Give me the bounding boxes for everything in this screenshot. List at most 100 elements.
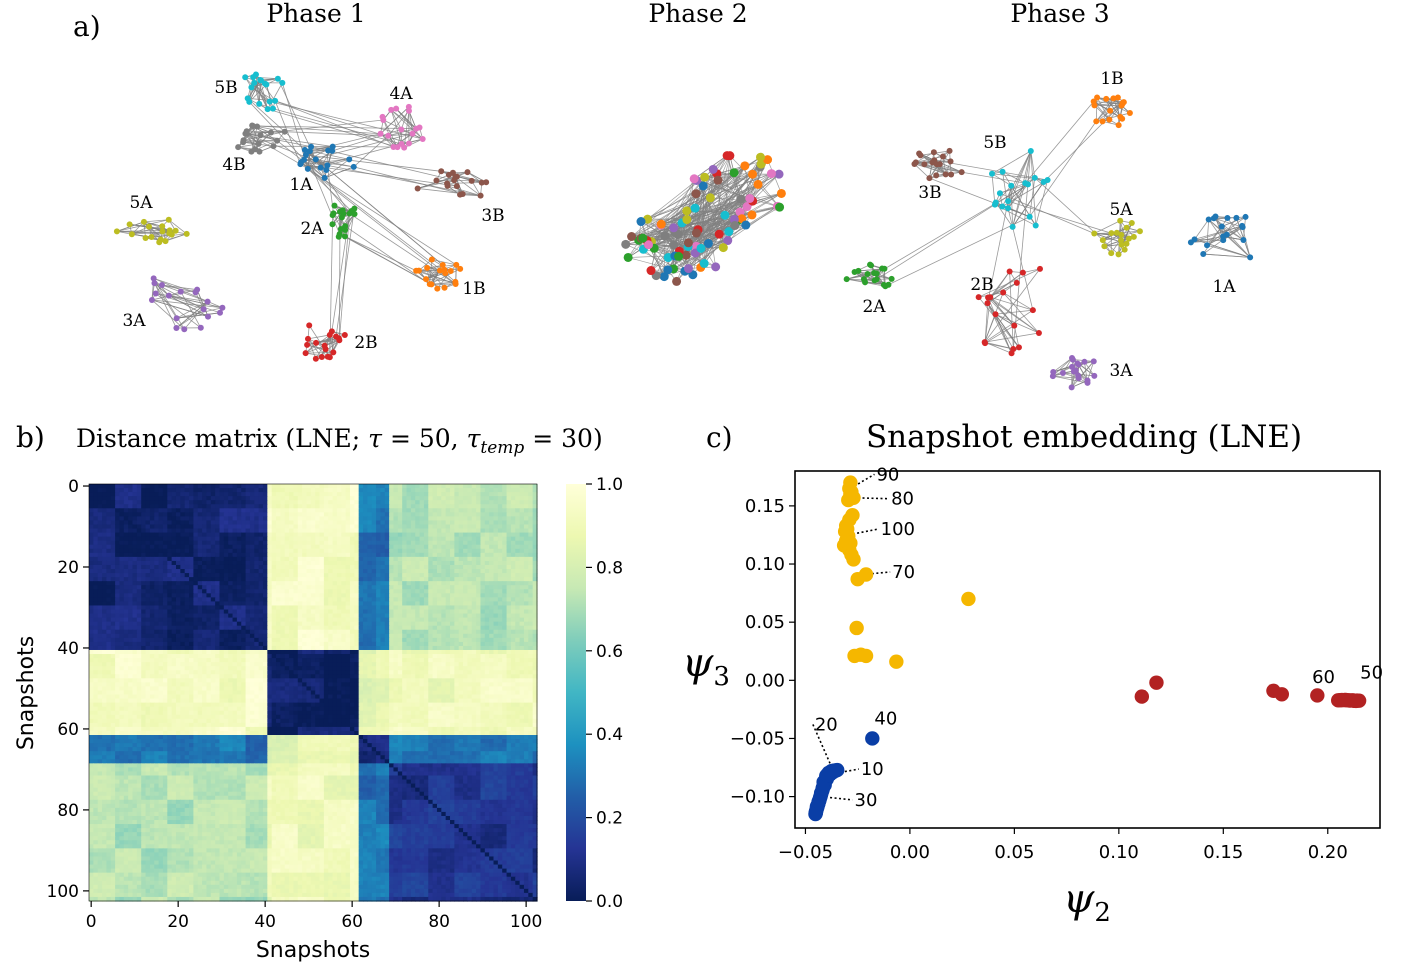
heatmap-cell bbox=[402, 633, 408, 639]
heatmap-cell bbox=[480, 605, 486, 611]
heatmap-cell bbox=[123, 585, 129, 590]
heatmap-cell bbox=[154, 581, 160, 586]
heatmap-cell bbox=[97, 633, 103, 639]
heatmap-cell bbox=[102, 569, 107, 574]
heatmap-cell bbox=[149, 496, 155, 501]
heatmap-cell bbox=[389, 540, 395, 546]
heatmap-cell bbox=[476, 654, 482, 659]
heatmap-cell bbox=[458, 500, 464, 505]
heatmap-cell bbox=[480, 633, 486, 639]
heatmap-cell bbox=[471, 609, 477, 615]
heatmap-cell bbox=[515, 637, 521, 643]
heatmap-cell bbox=[310, 492, 316, 497]
heatmap-cell bbox=[354, 508, 360, 513]
heatmap-cell bbox=[119, 500, 125, 505]
network-node bbox=[151, 280, 158, 287]
heatmap-cell bbox=[380, 593, 386, 598]
heatmap-cell bbox=[193, 492, 199, 497]
heatmap-cell bbox=[436, 649, 442, 655]
heatmap-cell bbox=[428, 597, 434, 603]
heatmap-cell bbox=[128, 658, 134, 663]
heatmap-cell bbox=[376, 540, 382, 546]
heatmap-cell bbox=[310, 645, 316, 651]
heatmap-cell bbox=[454, 569, 460, 574]
network-node bbox=[281, 128, 288, 135]
heatmap-cell bbox=[193, 629, 199, 635]
heatmap-cell bbox=[345, 625, 351, 631]
heatmap-cell bbox=[123, 556, 129, 562]
cluster-nodes-phase1-5B bbox=[242, 71, 286, 113]
heatmap-cell bbox=[428, 512, 434, 517]
heatmap-cell bbox=[167, 601, 173, 607]
heatmap-cell bbox=[258, 605, 264, 611]
network-node bbox=[1044, 176, 1051, 183]
heatmap-cell bbox=[254, 512, 260, 517]
heatmap-cell bbox=[223, 569, 229, 574]
heatmap-cell bbox=[367, 589, 373, 594]
heatmap-cell bbox=[215, 512, 221, 517]
heatmap-cell bbox=[306, 625, 312, 631]
heatmap-cell bbox=[476, 524, 482, 530]
heatmap-cell bbox=[510, 504, 516, 509]
heatmap-cell bbox=[467, 504, 473, 509]
heatmap-cell bbox=[497, 512, 503, 517]
heatmap-cell bbox=[497, 593, 503, 598]
heatmap-cell bbox=[302, 593, 308, 598]
heatmap-cell bbox=[210, 484, 216, 489]
heatmap-cell bbox=[249, 585, 255, 590]
heatmap-cell bbox=[249, 654, 255, 659]
heatmap-cell bbox=[97, 540, 103, 546]
heatmap-cell bbox=[236, 536, 242, 542]
heatmap-cell bbox=[419, 605, 425, 611]
heatmap-cell bbox=[393, 637, 399, 643]
heatmap-cell bbox=[471, 625, 477, 631]
phase1-cluster-label-1A: 1A bbox=[289, 175, 313, 195]
heatmap-cell bbox=[102, 504, 107, 509]
network-node bbox=[982, 340, 989, 347]
heatmap-cell bbox=[471, 564, 477, 570]
heatmap-cell bbox=[128, 524, 134, 530]
heatmap-cell bbox=[154, 617, 160, 623]
heatmap-cell bbox=[445, 573, 451, 578]
heatmap-cell bbox=[202, 621, 208, 627]
heatmap-cell bbox=[175, 641, 181, 647]
heatmap-cell bbox=[123, 544, 129, 550]
phase1-cluster-label-3A: 3A bbox=[122, 311, 146, 331]
heatmap-cell bbox=[267, 621, 273, 627]
heatmap-cell bbox=[389, 524, 395, 530]
network-node bbox=[441, 284, 448, 291]
heatmap-cell bbox=[245, 508, 251, 513]
heatmap-cell bbox=[154, 645, 160, 651]
heatmap-cell bbox=[302, 524, 308, 530]
heatmap-cell bbox=[280, 573, 286, 578]
heatmap-cell bbox=[458, 641, 464, 647]
heatmap-cell bbox=[284, 573, 290, 578]
heatmap-cell bbox=[349, 500, 355, 505]
heatmap-cell bbox=[358, 605, 364, 611]
heatmap-cell bbox=[532, 488, 538, 493]
heatmap-cell bbox=[410, 492, 416, 497]
heatmap-cell bbox=[415, 597, 421, 603]
heatmap-cell bbox=[284, 605, 290, 611]
heatmap-cell bbox=[515, 496, 521, 501]
heatmap-cell bbox=[328, 654, 334, 659]
heatmap-cell bbox=[284, 532, 290, 538]
heatmap-cell bbox=[493, 516, 499, 522]
heatmap-cell bbox=[519, 601, 525, 607]
heatmap-cell bbox=[106, 504, 112, 509]
heatmap-cell bbox=[276, 641, 281, 647]
heatmap-cell bbox=[445, 569, 451, 574]
heatmap-cell bbox=[306, 597, 312, 603]
heatmap-cell bbox=[363, 540, 368, 546]
heatmap-cell bbox=[202, 492, 208, 497]
heatmap-cell bbox=[336, 617, 342, 623]
heatmap-cell bbox=[302, 488, 308, 493]
heatmap-cell bbox=[319, 609, 325, 615]
heatmap-cell bbox=[236, 573, 242, 578]
heatmap-cell bbox=[210, 581, 216, 586]
heatmap-cell bbox=[497, 548, 503, 554]
heatmap-cell bbox=[110, 589, 116, 594]
network-node bbox=[1115, 122, 1122, 129]
heatmap-cell bbox=[175, 508, 181, 513]
heatmap-cell bbox=[467, 524, 473, 530]
